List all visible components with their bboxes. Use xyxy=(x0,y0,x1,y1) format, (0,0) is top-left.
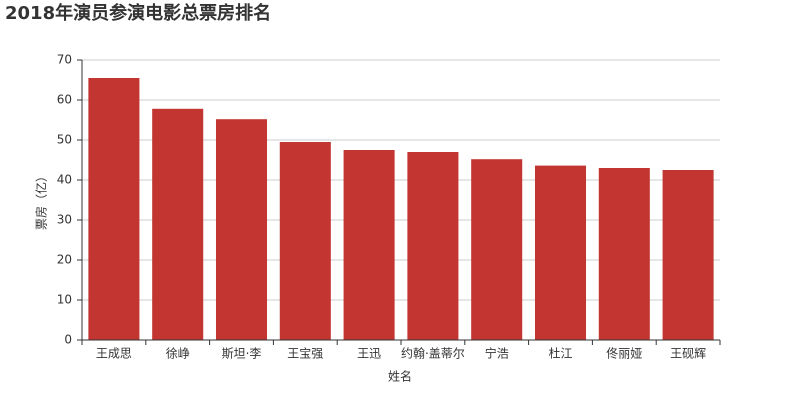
y-tick-label: 30 xyxy=(57,213,72,227)
x-tick-label: 斯坦·李 xyxy=(222,346,262,361)
x-tick-label: 约翰·盖蒂尔 xyxy=(401,346,465,361)
bar xyxy=(88,78,140,340)
bar xyxy=(534,165,587,340)
y-tick-label: 20 xyxy=(57,253,72,267)
bar xyxy=(152,108,204,340)
x-tick-label: 徐峥 xyxy=(166,346,190,361)
x-tick-label: 王成思 xyxy=(96,347,132,361)
chart-title: 2018年演员参演电影总票房排名 xyxy=(5,2,271,24)
bar xyxy=(215,119,268,340)
y-tick-label: 10 xyxy=(57,293,72,307)
x-tick-label: 杜江 xyxy=(548,346,572,361)
x-tick-label: 王迅 xyxy=(357,347,381,361)
x-tick-label: 宁浩 xyxy=(485,346,509,361)
x-tick-label: 王宝强 xyxy=(287,347,323,361)
y-tick-label: 50 xyxy=(57,133,72,147)
y-tick-label: 60 xyxy=(57,93,72,107)
bar xyxy=(662,170,714,340)
x-tick-label: 佟丽娅 xyxy=(606,346,642,361)
y-tick-label: 40 xyxy=(57,173,72,187)
bar xyxy=(279,142,331,340)
bar xyxy=(598,168,650,340)
y-tick-label: 70 xyxy=(57,53,72,67)
y-axis-label: 票房（亿） xyxy=(34,170,49,230)
bar xyxy=(471,159,523,340)
bar xyxy=(407,152,459,340)
x-tick-label: 王砚辉 xyxy=(670,347,706,361)
x-axis-label: 姓名 xyxy=(388,369,412,384)
bar xyxy=(343,150,395,340)
y-tick-label: 0 xyxy=(64,333,72,347)
